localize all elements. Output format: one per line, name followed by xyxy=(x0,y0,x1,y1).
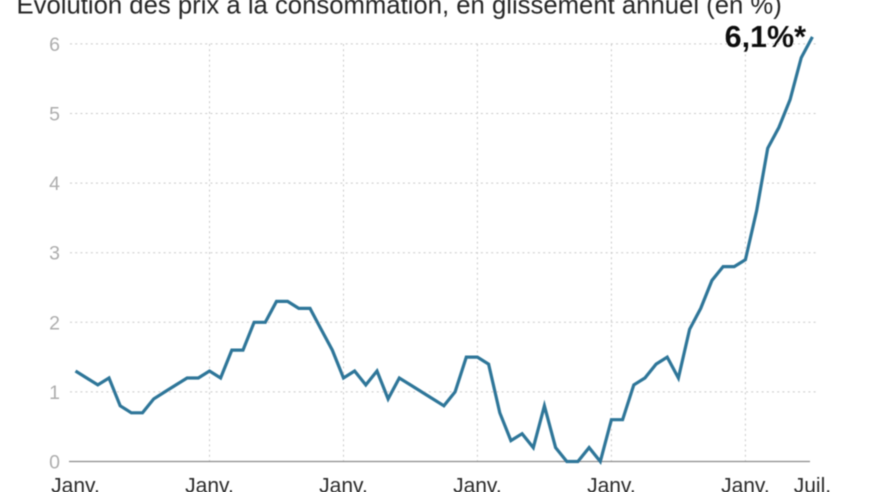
svg-text:Janv.: Janv. xyxy=(185,475,234,492)
svg-text:6,1%*: 6,1%* xyxy=(725,20,807,54)
svg-text:6: 6 xyxy=(49,34,60,56)
svg-text:4: 4 xyxy=(49,173,60,195)
svg-text:3: 3 xyxy=(49,243,60,265)
svg-text:Janv.: Janv. xyxy=(587,475,636,492)
svg-text:Juil.: Juil. xyxy=(794,475,831,492)
svg-text:Janv.: Janv. xyxy=(721,475,770,492)
svg-text:0: 0 xyxy=(49,452,60,474)
svg-text:Janv.: Janv. xyxy=(453,475,502,492)
svg-text:Janv.: Janv. xyxy=(319,475,368,492)
svg-text:Évolution des prix à la consom: Évolution des prix à la consommation, en… xyxy=(17,0,782,20)
svg-text:5: 5 xyxy=(49,104,60,126)
svg-text:2: 2 xyxy=(49,312,60,334)
svg-text:1: 1 xyxy=(49,382,60,404)
svg-text:Janv.: Janv. xyxy=(51,475,100,492)
